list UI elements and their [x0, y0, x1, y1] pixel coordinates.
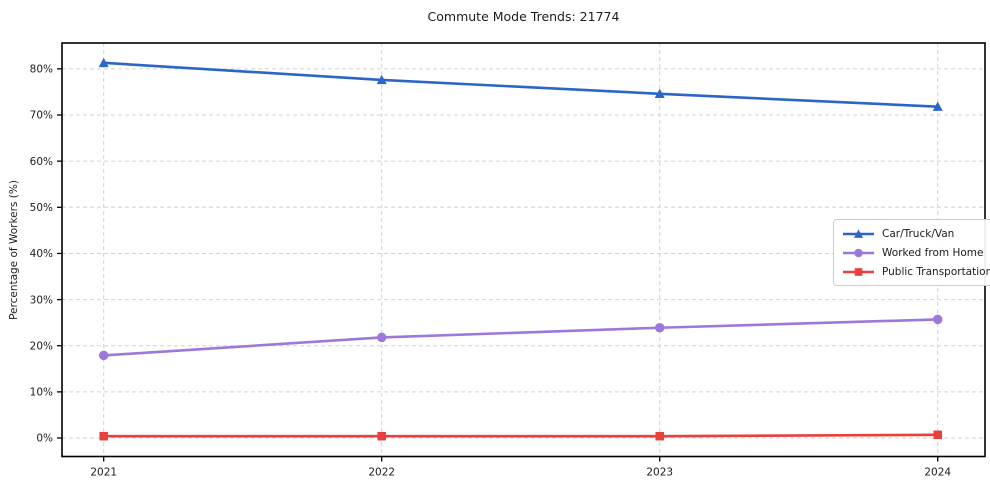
- square-marker-icon: [933, 430, 942, 440]
- y-tick-label: 20%: [30, 340, 53, 352]
- legend-sample-line: [843, 267, 874, 276]
- legend-item: Public Transportation: [842, 263, 990, 280]
- square-marker-icon: [377, 431, 386, 441]
- y-tick-label: 10%: [30, 387, 53, 399]
- circle-marker-icon: [98, 350, 109, 361]
- circle-marker-icon: [654, 322, 665, 333]
- series-line: [102, 61, 940, 108]
- legend-item: Worked from Home: [842, 244, 990, 261]
- x-tick-label: 2022: [368, 467, 395, 479]
- x-tick-label: 2021: [90, 467, 117, 479]
- circle-marker-icon: [854, 248, 863, 257]
- y-tick-label: 30%: [30, 294, 53, 306]
- chart-title: Commute Mode Trends: 21774: [427, 9, 620, 24]
- y-axis-label: Percentage of Workers (%): [8, 180, 20, 320]
- legend: Car/Truck/Van Worked from Home Public Tran…: [833, 219, 990, 286]
- legend-label: Public Transportation: [882, 265, 990, 278]
- square-marker-icon: [854, 267, 863, 276]
- triangle-marker-icon: [98, 57, 109, 68]
- square-marker-icon: [655, 431, 664, 441]
- x-tick-label: 2024: [924, 467, 951, 479]
- square-marker-icon: [99, 431, 108, 441]
- y-tick-label: 70%: [30, 110, 53, 122]
- circle-marker-icon: [376, 332, 387, 343]
- series-line: [102, 433, 940, 438]
- triangle-marker-icon: [376, 74, 387, 85]
- y-tick-label: 40%: [30, 248, 53, 260]
- y-tick-label: 50%: [30, 202, 53, 214]
- legend-sample-line: [843, 248, 874, 257]
- triangle-marker-icon: [654, 88, 665, 99]
- triangle-marker-icon: [932, 101, 943, 111]
- triangle-marker-icon: [854, 229, 863, 238]
- y-tick-label: 60%: [30, 156, 53, 168]
- legend-label: Car/Truck/Van: [882, 227, 955, 240]
- series-line: [102, 318, 940, 357]
- x-tick-label: 2023: [646, 467, 673, 479]
- legend-sample-line: [843, 229, 874, 238]
- legend-label: Worked from Home: [882, 246, 984, 259]
- y-tick-label: 0%: [36, 433, 53, 445]
- y-tick-label: 80%: [30, 64, 53, 76]
- legend-item: Car/Truck/Van: [842, 225, 990, 242]
- circle-marker-icon: [932, 314, 943, 325]
